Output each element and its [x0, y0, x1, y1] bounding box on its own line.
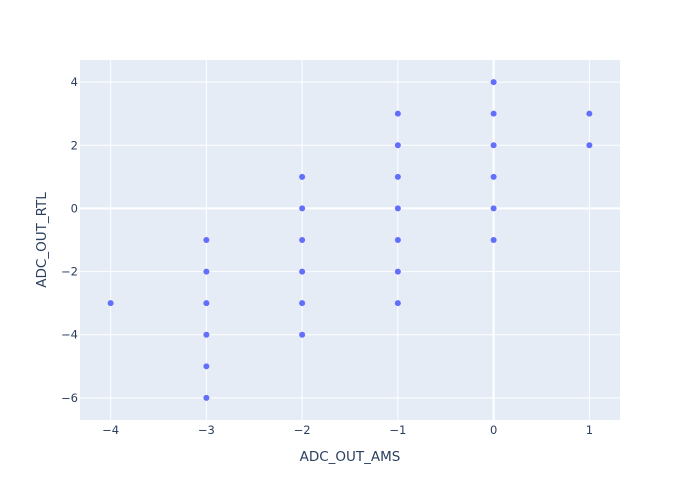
data-point — [203, 331, 210, 338]
data-point — [490, 173, 497, 180]
y-tick-label: −2 — [61, 265, 78, 279]
data-point — [299, 268, 306, 275]
y-tick-label: 4 — [71, 75, 78, 89]
data-point — [394, 237, 401, 243]
x-tick-label: 0 — [490, 423, 497, 437]
data-point — [299, 205, 306, 212]
x-tick-label: 1 — [586, 423, 593, 437]
data-point — [299, 300, 306, 307]
data-point — [203, 363, 210, 370]
data-point — [586, 142, 593, 149]
x-tick-label: −2 — [294, 423, 311, 437]
data-point — [394, 205, 401, 212]
data-point — [203, 237, 210, 243]
data-point — [490, 205, 497, 212]
y-tick-label: 0 — [71, 201, 78, 215]
y-axis-title: ADC_OUT_RTL — [34, 192, 50, 288]
grid-lines — [80, 60, 620, 420]
data-point — [299, 173, 306, 180]
data-point — [490, 110, 497, 117]
data-point — [299, 237, 306, 243]
x-tick-label: −4 — [102, 423, 119, 437]
data-point — [490, 79, 497, 86]
y-tick-label: −4 — [61, 328, 78, 342]
y-tick-label: −6 — [61, 391, 78, 405]
data-points — [107, 79, 593, 401]
data-point — [394, 268, 401, 275]
data-point — [586, 110, 593, 117]
data-point — [394, 142, 401, 149]
plot-background — [80, 60, 620, 420]
x-tick-label: −1 — [389, 423, 406, 437]
data-point — [107, 300, 114, 307]
y-tick-label: 2 — [71, 138, 78, 152]
data-point — [490, 142, 497, 149]
data-point — [203, 268, 210, 275]
data-point — [394, 300, 401, 307]
x-axis-title: ADC_OUT_AMS — [300, 449, 401, 465]
data-point — [299, 331, 306, 338]
y-tick-labels: −6 −4 −2 0 2 4 — [61, 75, 78, 405]
data-point — [490, 237, 497, 243]
data-point — [203, 394, 210, 401]
x-tick-labels: −4 −3 −2 −1 0 1 — [102, 423, 593, 437]
data-point — [394, 110, 401, 117]
x-tick-label: −3 — [198, 423, 215, 437]
data-point — [394, 173, 401, 180]
data-point — [203, 300, 210, 307]
